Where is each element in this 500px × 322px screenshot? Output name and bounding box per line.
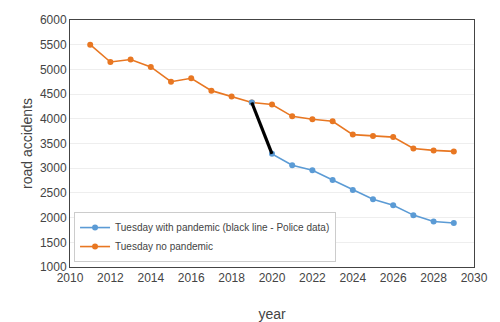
svg-text:5500: 5500 [40, 38, 67, 52]
svg-text:2028: 2028 [420, 271, 447, 285]
svg-text:road accidents: road accidents [19, 98, 35, 189]
svg-text:2026: 2026 [380, 271, 407, 285]
svg-text:2018: 2018 [218, 271, 245, 285]
svg-text:Tuesday with pandemic (black l: Tuesday with pandemic (black line - Poli… [115, 222, 329, 233]
svg-text:2020: 2020 [259, 271, 286, 285]
svg-text:4000: 4000 [40, 112, 67, 126]
svg-text:2012: 2012 [97, 271, 124, 285]
svg-text:1500: 1500 [40, 236, 67, 250]
svg-text:2022: 2022 [299, 271, 326, 285]
svg-text:2500: 2500 [40, 186, 67, 200]
svg-text:1000: 1000 [40, 260, 67, 274]
svg-text:2010: 2010 [57, 271, 84, 285]
svg-text:year: year [258, 306, 286, 322]
svg-text:2030: 2030 [461, 271, 488, 285]
svg-text:Tuesday no pandemic: Tuesday no pandemic [115, 241, 213, 252]
svg-text:2014: 2014 [137, 271, 164, 285]
svg-text:3500: 3500 [40, 137, 67, 151]
svg-text:2000: 2000 [40, 211, 67, 225]
svg-text:2024: 2024 [339, 271, 366, 285]
svg-text:4500: 4500 [40, 87, 67, 101]
svg-text:5000: 5000 [40, 63, 67, 77]
svg-text:6000: 6000 [40, 13, 67, 27]
svg-text:2016: 2016 [178, 271, 205, 285]
svg-text:3000: 3000 [40, 161, 67, 175]
